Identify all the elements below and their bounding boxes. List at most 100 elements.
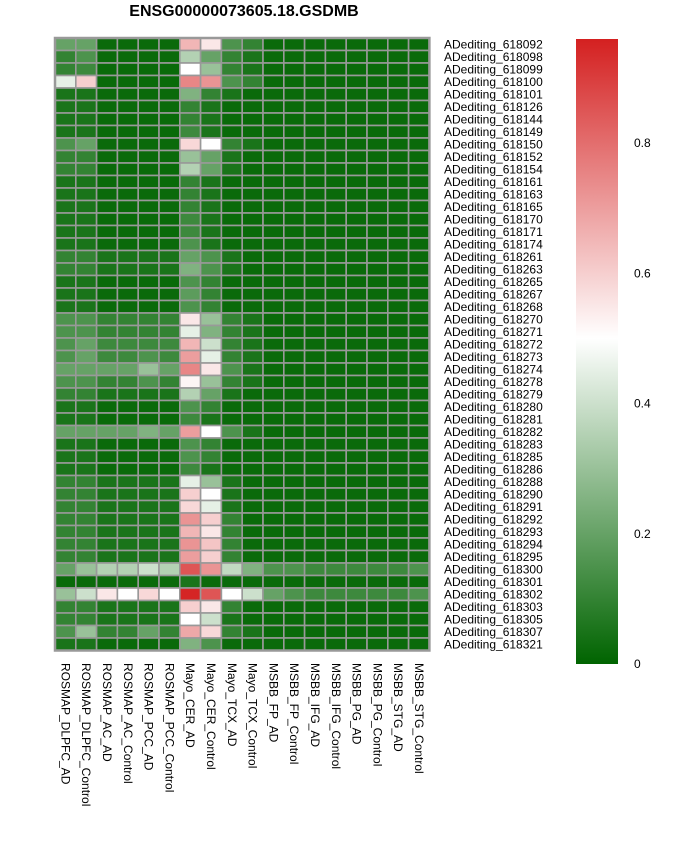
heatmap-cell: [137, 249, 160, 264]
heatmap-cell: [324, 349, 347, 364]
heatmap-cell: [158, 237, 181, 252]
heatmap-cell: [345, 474, 368, 489]
heatmap-cell: [137, 399, 160, 414]
heatmap-cell: [116, 562, 140, 577]
heatmap-cell: [158, 587, 181, 602]
heatmap-cell: [366, 637, 389, 652]
heatmap-cell: [262, 99, 285, 114]
heatmap-cell: [262, 599, 285, 614]
heatmap-cell: [407, 324, 431, 339]
heatmap-cell: [324, 562, 347, 577]
heatmap-cell: [345, 162, 368, 177]
heatmap-cell: [386, 499, 410, 514]
heatmap-cell: [158, 262, 181, 277]
heatmap-cell: [220, 524, 243, 539]
heatmap-cell: [262, 187, 285, 202]
heatmap-cell: [137, 462, 160, 477]
heatmap-cell: [137, 274, 160, 289]
heatmap-cell: [345, 424, 368, 439]
heatmap-cell: [262, 199, 285, 214]
heatmap-cell: [303, 499, 327, 514]
heatmap-cell: [137, 374, 160, 389]
heatmap-cell: [262, 149, 285, 164]
heatmap-cell: [220, 112, 243, 127]
heatmap-cell: [386, 549, 410, 564]
heatmap-cell: [137, 362, 160, 377]
heatmap-cell: [54, 624, 77, 639]
heatmap-cell: [54, 387, 77, 402]
heatmap-cell: [345, 562, 368, 577]
heatmap-cell: [282, 449, 306, 464]
row-label: ADediting_618271: [444, 325, 543, 339]
heatmap-cell: [158, 212, 181, 227]
heatmap-cell: [345, 374, 368, 389]
heatmap-cell: [262, 237, 285, 252]
heatmap-cell: [75, 487, 98, 502]
heatmap-cell: [137, 337, 160, 352]
heatmap-cell: [386, 287, 410, 302]
heatmap-cell: [158, 599, 181, 614]
heatmap-cell: [137, 87, 160, 102]
heatmap-cell: [282, 37, 306, 52]
heatmap-cell: [407, 399, 431, 414]
heatmap-cell: [303, 212, 327, 227]
heatmap-cell: [220, 474, 243, 489]
heatmap-cell: [386, 462, 410, 477]
heatmap-cell: [158, 562, 181, 577]
heatmap-cell: [241, 637, 264, 652]
heatmap-cell: [116, 262, 140, 277]
heatmap-cell: [407, 349, 431, 364]
heatmap-cell: [199, 449, 223, 464]
heatmap-cell: [366, 274, 389, 289]
heatmap-cell: [366, 612, 389, 627]
heatmap-cell: [262, 112, 285, 127]
heatmap-cell: [345, 312, 368, 327]
heatmap-cell: [282, 112, 306, 127]
heatmap-cell: [220, 137, 243, 152]
heatmap-cell: [324, 362, 347, 377]
heatmap-cell: [303, 587, 327, 602]
heatmap-cell: [345, 599, 368, 614]
heatmap-cell: [324, 499, 347, 514]
heatmap-cell: [345, 524, 368, 539]
heatmap-cell: [262, 524, 285, 539]
heatmap-cell: [54, 212, 77, 227]
heatmap-cell: [324, 212, 347, 227]
row-label: ADediting_618174: [444, 237, 543, 251]
heatmap-cell: [324, 87, 347, 102]
heatmap-cell: [54, 562, 77, 577]
heatmap-cell: [54, 174, 77, 189]
heatmap-cell: [303, 62, 327, 77]
heatmap-cell: [386, 599, 410, 614]
heatmap-cell: [75, 87, 98, 102]
heatmap-cell: [282, 487, 306, 502]
heatmap-cell: [386, 37, 410, 52]
heatmap-cell: [199, 462, 223, 477]
heatmap-cell: [220, 262, 243, 277]
heatmap-cell: [75, 324, 98, 339]
heatmap-cell: [303, 124, 327, 139]
heatmap-cell: [116, 249, 140, 264]
heatmap-cell: [95, 599, 119, 614]
heatmap-cell: [241, 624, 264, 639]
heatmap-cell: [95, 412, 119, 427]
heatmap-cell: [54, 612, 77, 627]
heatmap-cell: [116, 499, 140, 514]
heatmap-cell: [407, 462, 431, 477]
heatmap-cell: [220, 587, 243, 602]
heatmap-cell: [282, 587, 306, 602]
colorbar: [576, 39, 618, 664]
heatmap-cell: [407, 187, 431, 202]
row-label: ADediting_618280: [444, 400, 543, 414]
heatmap-cell: [366, 74, 389, 89]
heatmap-cell: [179, 624, 202, 639]
heatmap-cell: [137, 637, 160, 652]
heatmap-cell: [262, 487, 285, 502]
heatmap-cell: [137, 387, 160, 402]
heatmap-cell: [179, 37, 202, 52]
heatmap-cell: [95, 237, 119, 252]
heatmap-cell: [262, 362, 285, 377]
heatmap-cell: [303, 612, 327, 627]
heatmap-cell: [262, 324, 285, 339]
heatmap-cell: [199, 49, 223, 64]
